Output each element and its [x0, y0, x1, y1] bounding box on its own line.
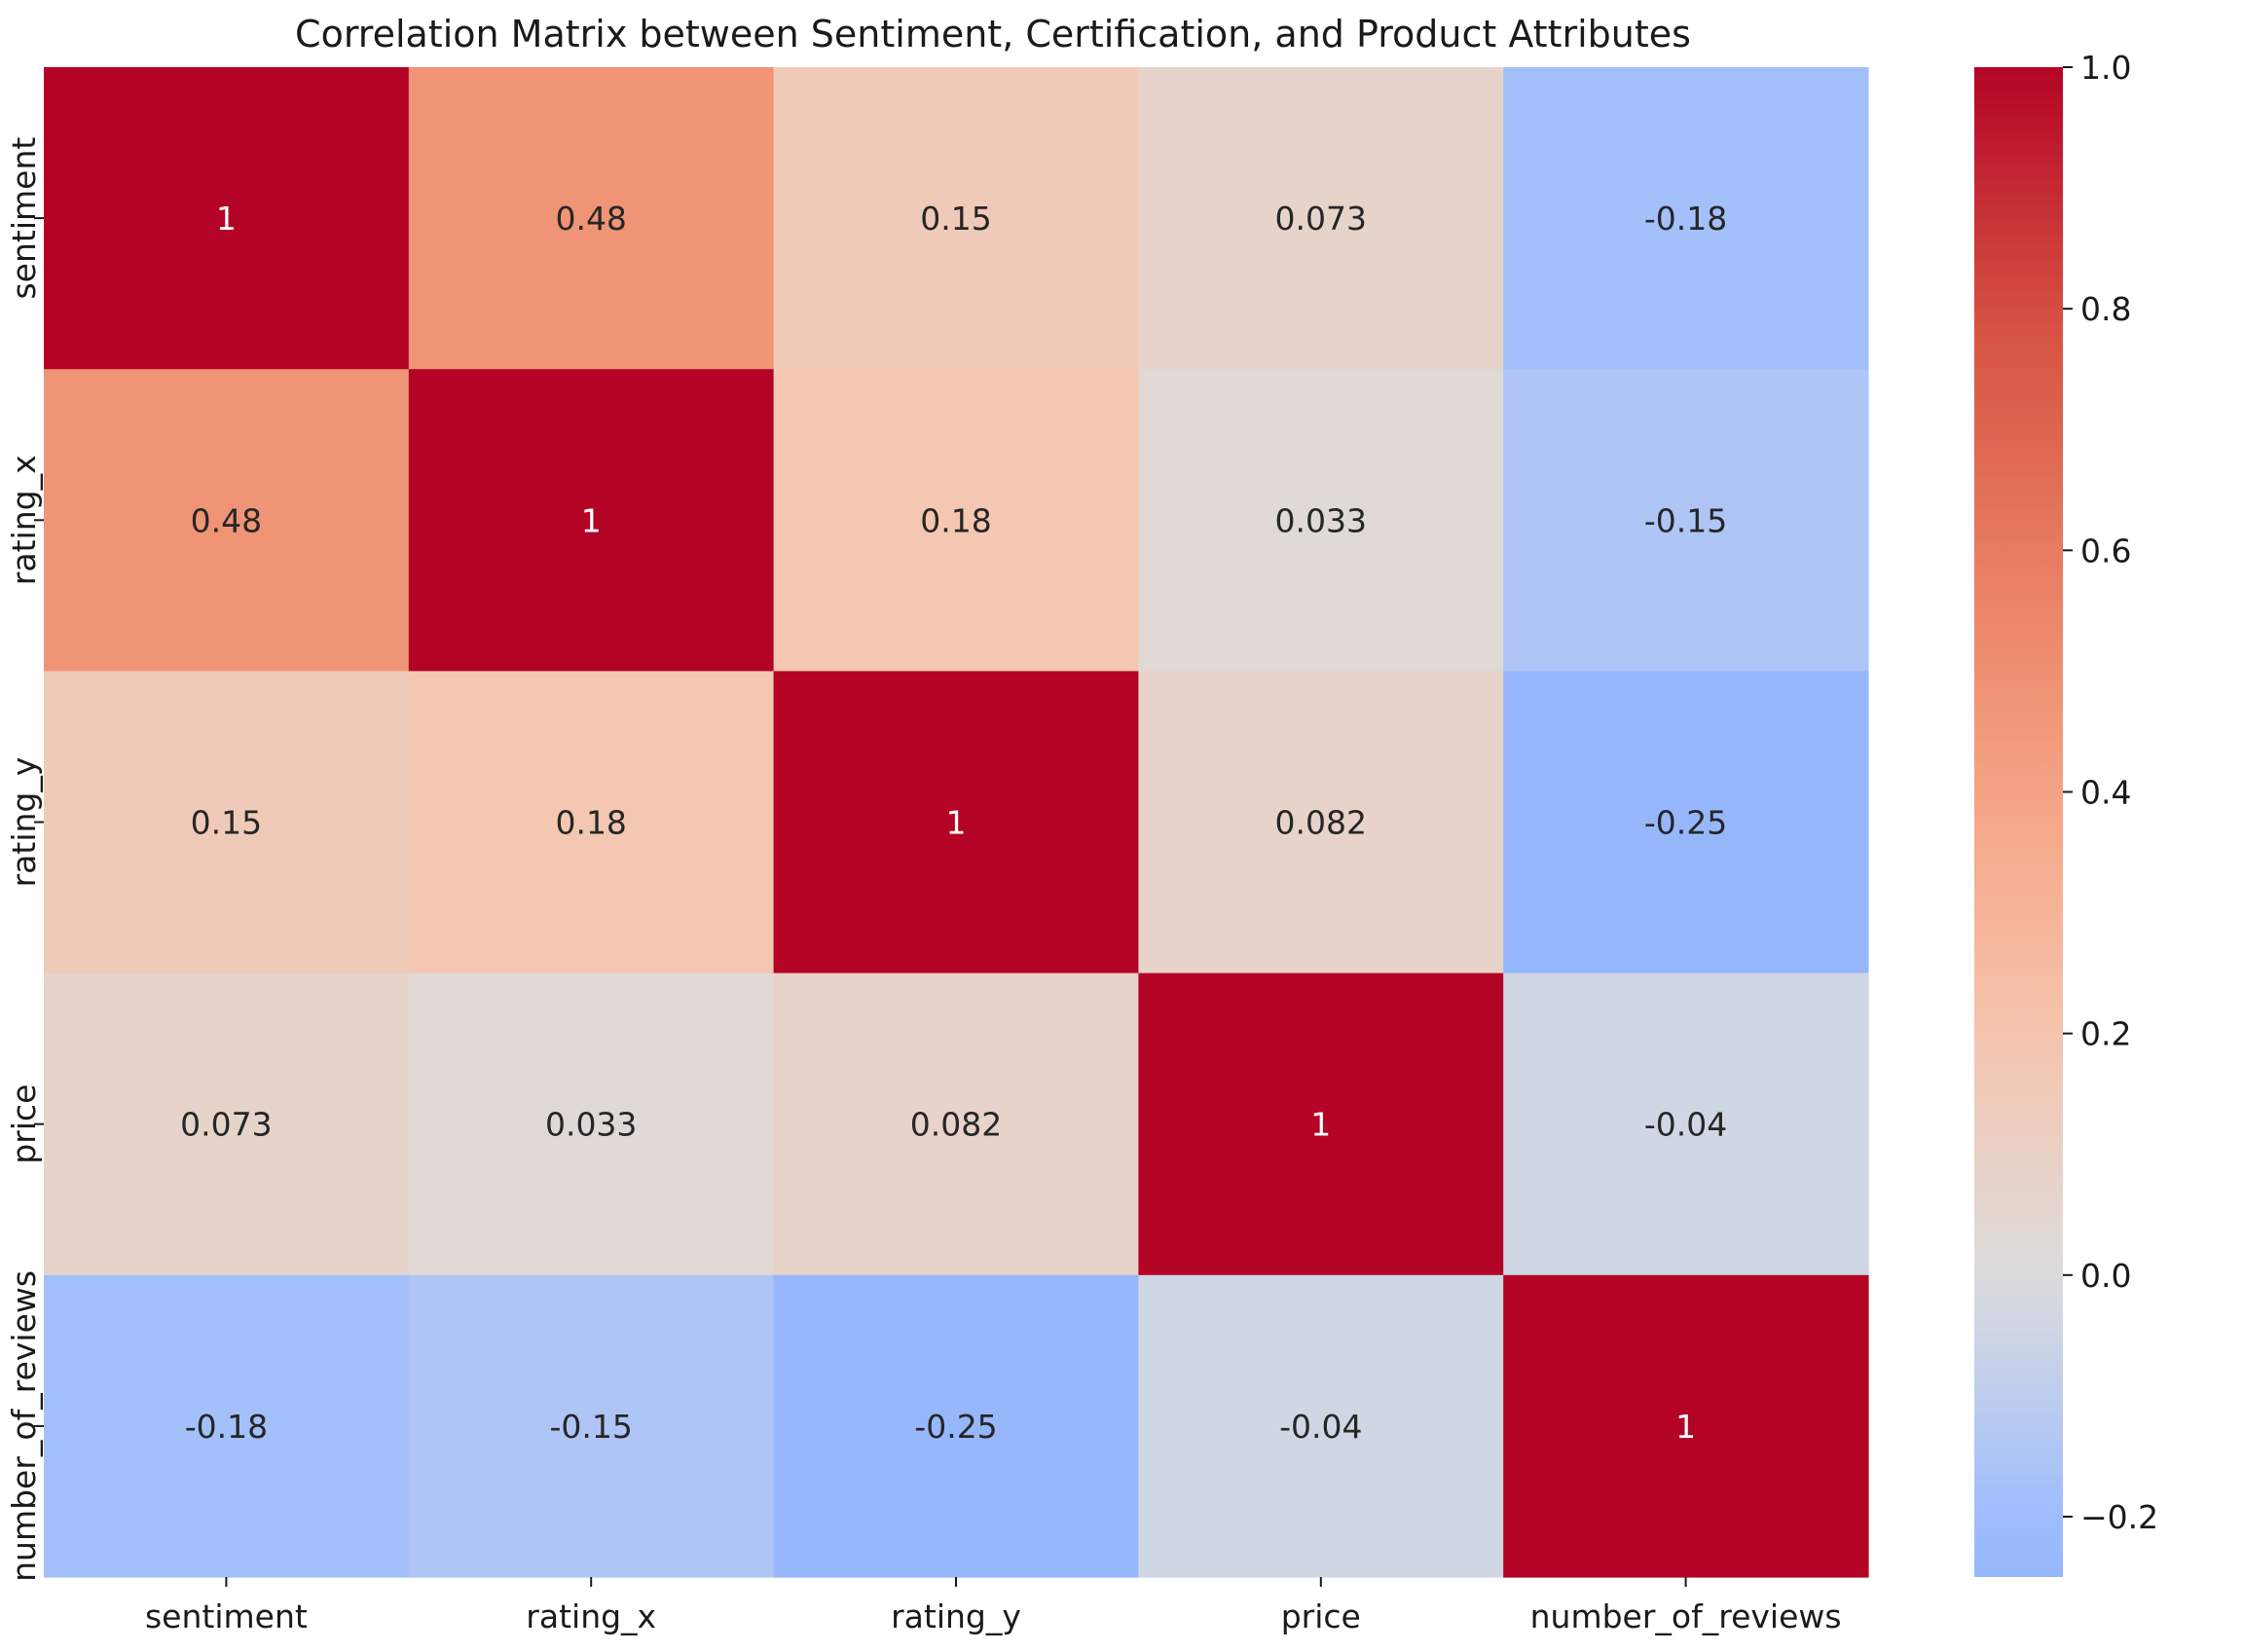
heatmap-cell-label: 0.15 — [191, 804, 262, 842]
heatmap-cell-rating_y-rating_x — [408, 671, 775, 974]
heatmap-cell-label: 0.18 — [555, 804, 626, 842]
colorbar-gradient — [1974, 67, 2063, 1577]
y-tick-label: rating_y — [5, 757, 43, 888]
heatmap-cell-label: 1 — [581, 501, 602, 539]
heatmap-cell-labels: 1 0.48 0.15 0.073 -0.18 0.48 1 0.18 0.033 -0.15 0.… — [180, 200, 1727, 1446]
heatmap-cell-price-rating_y — [773, 973, 1139, 1276]
heatmap-cell-label: -0.25 — [1644, 804, 1727, 842]
heatmap-cell-price-sentiment — [44, 973, 410, 1276]
y-tick-label: sentiment — [5, 137, 43, 300]
heatmap-cell-label: 0.073 — [1275, 200, 1367, 238]
colorbar-tick-label: −0.2 — [2080, 1498, 2158, 1536]
y-tick-label: price — [5, 1084, 43, 1164]
heatmap-cell-label: 0.48 — [191, 501, 262, 539]
heatmap-cell-label: 0.082 — [1275, 804, 1367, 842]
heatmap-cell-price-number_of_reviews — [1503, 973, 1869, 1276]
heatmap-cell-price-price — [1138, 973, 1504, 1276]
heatmap-cell-label: -0.15 — [550, 1408, 633, 1446]
colorbar-tick-label: 0.2 — [2080, 1015, 2131, 1053]
heatmap-cell-number_of_reviews-rating_x — [408, 1274, 775, 1578]
heatmap-cell-rating_x-sentiment — [44, 369, 410, 672]
heatmap-cell-number_of_reviews-rating_y — [773, 1274, 1139, 1578]
x-tick-label: number_of_reviews — [1530, 1597, 1842, 1635]
y-tick-label: number_of_reviews — [5, 1270, 43, 1582]
heatmap-cell-label: 0.033 — [545, 1106, 637, 1144]
chart-title: Correlation Matrix between Sentiment, Ce… — [295, 13, 1691, 55]
heatmap-cell-label: -0.25 — [914, 1408, 997, 1446]
heatmap-cell-label: 0.082 — [910, 1106, 1002, 1144]
heatmap-cell-label: 0.033 — [1275, 501, 1367, 539]
colorbar: 1.0 0.8 0.6 0.4 0.2 0.0 −0.2 — [1974, 49, 2158, 1577]
heatmap-cell-number_of_reviews-sentiment — [44, 1274, 410, 1578]
heatmap-cell-number_of_reviews-number_of_reviews — [1503, 1274, 1869, 1578]
heatmap-cell-sentiment-rating_x — [408, 67, 775, 370]
x-tick-label: sentiment — [145, 1597, 308, 1635]
heatmap-cell-rating_y-number_of_reviews — [1503, 671, 1869, 974]
x-tick-label: price — [1281, 1597, 1361, 1635]
heatmap-cell-sentiment-rating_y — [773, 67, 1139, 370]
heatmap-cell-sentiment-number_of_reviews — [1503, 67, 1869, 370]
heatmap-cell-rating_x-price — [1138, 369, 1504, 672]
heatmap-cell-sentiment-price — [1138, 67, 1504, 370]
heatmap-cell-label: 0.15 — [920, 200, 991, 238]
heatmap-cell-rating_x-rating_x — [408, 369, 775, 672]
heatmap-cell-label: 0.18 — [920, 501, 991, 539]
x-tick-label: rating_x — [526, 1597, 656, 1635]
colorbar-tick-label: 0.8 — [2080, 290, 2131, 328]
heatmap-cell-sentiment-sentiment — [44, 67, 410, 370]
heatmap-cell-label: -0.18 — [185, 1408, 268, 1446]
heatmap-cell-rating_y-price — [1138, 671, 1504, 974]
heatmap-cell-label: -0.04 — [1644, 1106, 1727, 1144]
heatmap-cell-number_of_reviews-price — [1138, 1274, 1504, 1578]
x-tick-label: rating_y — [891, 1597, 1021, 1635]
heatmap-cell-label: 0.48 — [555, 200, 626, 238]
heatmap-cell-label: -0.15 — [1644, 501, 1727, 539]
heatmap-cell-rating_x-rating_y — [773, 369, 1139, 672]
heatmap-cell-rating_x-number_of_reviews — [1503, 369, 1869, 672]
colorbar-tick-label: 0.0 — [2080, 1257, 2131, 1295]
heatmap-cell-label: 1 — [1675, 1408, 1696, 1446]
heatmap-cell-label: 0.073 — [180, 1106, 272, 1144]
heatmap-cell-rating_y-sentiment — [44, 671, 410, 974]
heatmap-cells — [44, 67, 1869, 1578]
heatmap-cell-label: -0.04 — [1279, 1408, 1362, 1446]
x-axis: sentiment rating_x rating_y price number_of_… — [145, 1577, 1842, 1635]
heatmap-cell-rating_y-rating_y — [773, 671, 1139, 974]
colorbar-tick-label: 0.4 — [2080, 773, 2131, 811]
colorbar-tick-label: 0.6 — [2080, 532, 2131, 569]
heatmap-cell-label: 1 — [1310, 1106, 1331, 1144]
heatmap-cell-label: 1 — [216, 200, 237, 238]
heatmap-cell-label: -0.18 — [1644, 200, 1727, 238]
colorbar-tick-label: 1.0 — [2080, 49, 2131, 87]
heatmap-cell-label: 1 — [946, 804, 967, 842]
y-tick-label: rating_x — [5, 455, 43, 585]
heatmap-cell-price-rating_x — [408, 973, 775, 1276]
